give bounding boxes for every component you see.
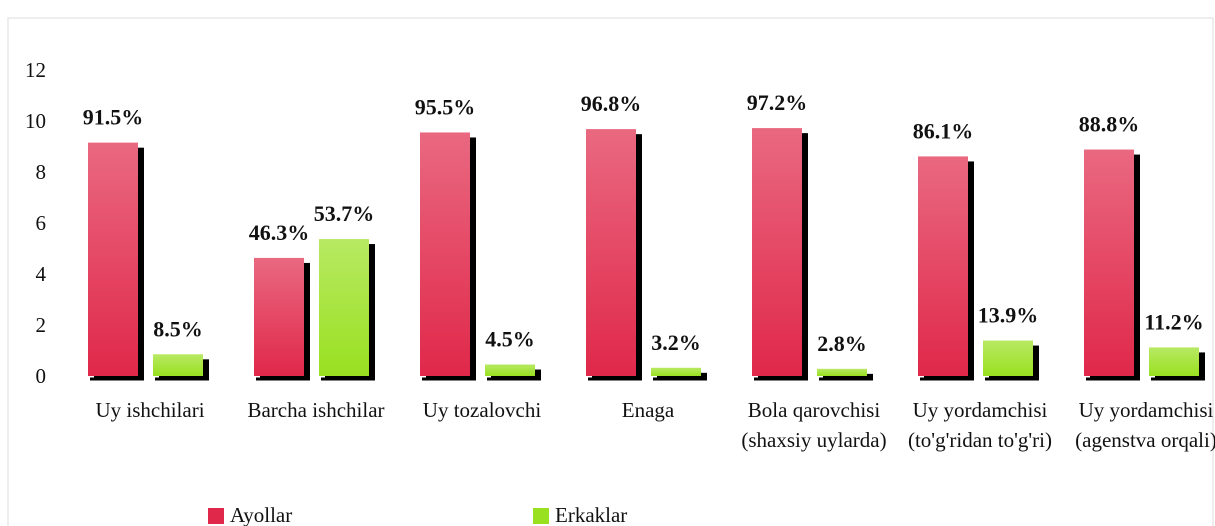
bar-shine [319,239,369,376]
legend-item: Erkaklar [533,503,627,526]
data-label: 88.8% [1079,112,1140,137]
bar-shine [983,340,1033,376]
bar-shine [918,156,968,376]
y-tick-label: 6 [36,211,47,235]
x-tick-label: Uy ishchilari [95,398,205,422]
x-tick-label: Bola qarovchisi (shaxsiy uylarda) [741,398,887,452]
legend-item: Ayollar [208,503,292,526]
chart-frame [7,17,1214,526]
x-tick-label: Uy tozalovchi [422,398,542,422]
bar-shine [817,368,867,376]
bar-shine [1149,347,1199,376]
x-tick-label: Uy yordamchisi (to'g'ridan to'g'ri) [907,398,1053,452]
data-label: 46.3% [249,220,310,245]
data-label: 13.9% [978,303,1039,328]
y-tick-label: 4 [36,262,47,286]
legend-swatch [533,507,549,524]
y-tick-label: 12 [25,58,46,82]
data-label: 4.5% [485,327,535,352]
bar-shine [420,132,470,376]
bar-shine [88,142,138,376]
legend-label: Erkaklar [555,503,628,526]
x-tick-label: Enaga [621,398,675,422]
data-label: 3.2% [651,330,701,355]
data-label: 91.5% [83,105,144,130]
bar-shine [254,257,304,376]
bar-shine [1084,149,1134,376]
data-label: 96.8% [581,91,642,116]
bar-shine [752,128,802,376]
data-label: 8.5% [153,316,203,341]
legend-swatch [208,507,224,524]
y-tick-label: 10 [25,109,46,133]
data-label: 86.1% [913,118,974,143]
data-label: 95.5% [415,94,476,119]
y-tick-label: 2 [36,313,47,337]
data-label: 2.8% [817,331,867,356]
legend-label: Ayollar [230,503,293,526]
data-label: 97.2% [747,90,808,115]
bar-shine [153,354,203,376]
y-tick-label: 8 [36,160,47,184]
x-tick-label: Barcha ishchilar [247,398,385,422]
x-tick-label: Uy yordamchisi (agenstva orqali) [1075,398,1215,452]
bar-shine [586,129,636,376]
bar-shine [651,367,701,376]
bar-shine [485,364,535,376]
data-label: 11.2% [1144,309,1203,334]
y-tick-label: 0 [36,364,47,388]
data-label: 53.7% [314,201,375,226]
